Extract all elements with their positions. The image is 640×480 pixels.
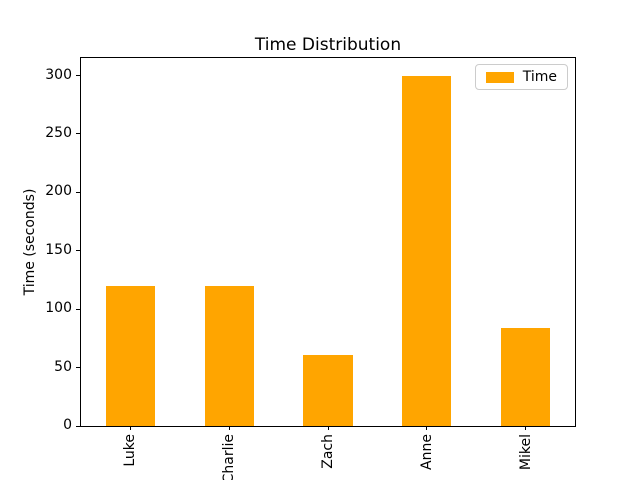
x-tick-mark-anne — [426, 426, 428, 430]
bar-zach — [303, 354, 353, 426]
legend-swatch-time — [485, 71, 514, 83]
bar-charlie — [204, 285, 254, 426]
y-tick-label: 100 — [45, 300, 72, 317]
legend-label-time: Time — [522, 69, 557, 85]
x-tick-mark-mikel — [525, 426, 527, 430]
y-tick-label: 50 — [54, 358, 72, 375]
bar-mikel — [500, 327, 551, 426]
y-tick-mark — [76, 308, 80, 310]
y-tick-mark — [76, 367, 80, 369]
x-tick-label-mikel: Mikel — [517, 434, 534, 471]
x-tick-mark-zach — [327, 426, 329, 430]
y-tick-label: 250 — [45, 124, 72, 141]
y-tick-label: 0 — [63, 417, 72, 433]
y-tick-label: 300 — [45, 66, 72, 83]
y-tick-mark — [76, 133, 80, 135]
x-tick-label-anne: Anne — [418, 434, 435, 470]
y-tick-label: 200 — [45, 183, 72, 200]
bar-luke — [105, 285, 156, 426]
y-tick-mark — [76, 75, 80, 77]
x-tick-mark-charlie — [228, 426, 230, 430]
chart-title: Time Distribution — [254, 35, 402, 55]
legend: Time — [474, 64, 568, 90]
y-tick-mark — [76, 425, 80, 427]
x-tick-mark-luke — [129, 426, 131, 430]
x-tick-label-zach: Zach — [320, 434, 336, 469]
y-tick-mark — [76, 191, 80, 193]
x-tick-label-luke: Luke — [122, 434, 139, 467]
bar-anne — [402, 75, 452, 426]
y-tick-mark — [76, 250, 80, 252]
y-tick-label: 150 — [45, 241, 72, 258]
x-tick-label-charlie: Charlie — [221, 434, 238, 480]
plot-area: Time Luke Charlie Zach Anne Mikel 0 50 100 150 20… — [45, 57, 576, 480]
